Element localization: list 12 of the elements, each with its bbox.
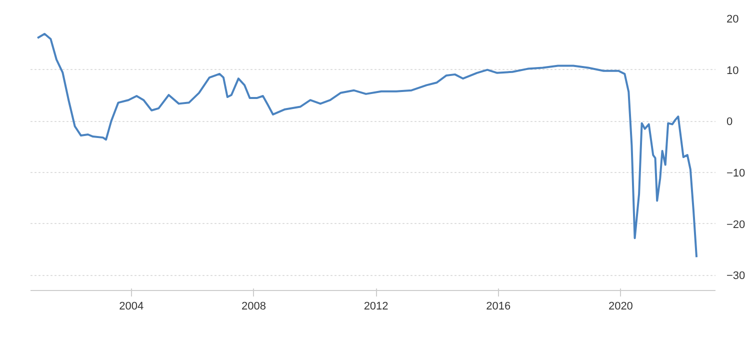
y-tick-label: 20 [726,14,739,26]
y-tick-label: −30 [726,270,746,282]
line-series [36,32,698,258]
x-tick-label: 2004 [119,300,144,312]
y-tick-label: 0 [726,116,733,128]
y-tick-label: −20 [726,218,746,231]
x-tick-label: 2008 [242,300,266,312]
x-tick-label: 2020 [608,300,633,312]
y-tick-label: 10 [726,64,739,77]
x-tick-label: 2012 [364,300,388,312]
x-tick-label: 2016 [486,300,511,312]
y-tick-label: −10 [726,167,746,180]
